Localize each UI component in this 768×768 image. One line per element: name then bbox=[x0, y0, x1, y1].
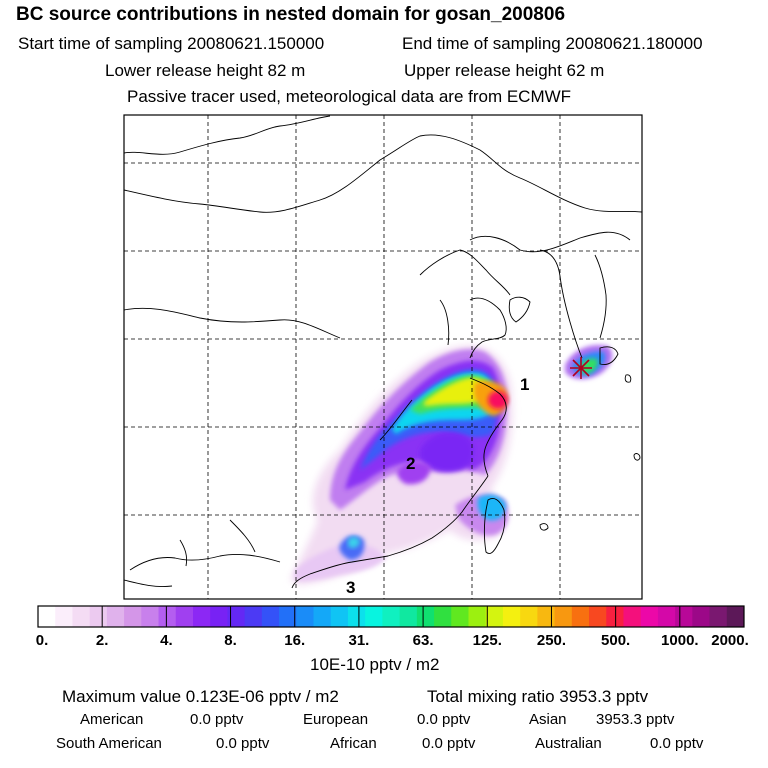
colorbar-swatch bbox=[640, 606, 659, 627]
colorbar-swatch bbox=[571, 606, 590, 627]
colorbar-swatch bbox=[296, 606, 315, 627]
colorbar-swatch bbox=[330, 606, 349, 627]
plot-title: BC source contributions in nested domain… bbox=[16, 4, 566, 25]
colorbar-swatch bbox=[313, 606, 332, 627]
stat-european-name: European bbox=[303, 711, 369, 728]
colorbar-unit: 10E-10 pptv / m2 bbox=[310, 655, 440, 674]
colorbar-swatch bbox=[382, 606, 401, 627]
colorbar-swatch bbox=[589, 606, 607, 627]
colorbar-tick-label: 125. bbox=[472, 632, 502, 649]
stat-southamerican-name: South American bbox=[56, 735, 162, 752]
lower-release-label: Lower release height 82 m bbox=[105, 61, 306, 80]
colorbar-tick-label: 250. bbox=[536, 632, 567, 649]
colorbar-swatch bbox=[38, 606, 56, 627]
region-label-2: 2 bbox=[406, 454, 415, 473]
colorbar-swatch bbox=[623, 606, 642, 627]
receptor-star bbox=[570, 357, 592, 379]
colorbar-tick-label: 31. bbox=[348, 632, 370, 649]
region-label-1: 1 bbox=[520, 375, 529, 394]
colorbar-swatch bbox=[416, 606, 435, 627]
colorbar-swatch bbox=[55, 606, 73, 627]
colorbar-swatch bbox=[657, 606, 676, 627]
colorbar-swatch bbox=[227, 606, 246, 627]
colorbar-swatch bbox=[434, 606, 452, 627]
stat-southamerican-value: 0.0 pptv bbox=[216, 735, 270, 752]
colorbar-swatch bbox=[158, 606, 177, 627]
colorbar-swatch bbox=[709, 606, 728, 627]
colorbar-swatch bbox=[726, 606, 745, 627]
stat-australian-value: 0.0 pptv bbox=[650, 735, 704, 752]
colorbar-tick-label: 4. bbox=[160, 632, 173, 649]
stat-african-value: 0.0 pptv bbox=[422, 735, 476, 752]
colorbar-swatch bbox=[606, 606, 624, 627]
colorbar-swatch bbox=[261, 606, 280, 627]
colorbar-swatch bbox=[124, 606, 142, 627]
colorbar bbox=[37, 605, 745, 628]
colorbar-tick-label: 500. bbox=[601, 632, 631, 649]
colorbar-border bbox=[37, 605, 745, 628]
colorbar-swatch bbox=[675, 606, 693, 627]
stat-american-name: American bbox=[80, 711, 144, 728]
colorbar-swatch bbox=[244, 606, 263, 627]
colorbar-swatch bbox=[175, 606, 194, 627]
colorbar-tick-label: 16. bbox=[284, 632, 306, 649]
coastlines bbox=[124, 115, 642, 589]
colorbar-swatch bbox=[399, 606, 418, 627]
map-frame bbox=[123, 114, 643, 600]
colorbar-tick-label: 2000. bbox=[711, 632, 749, 649]
end-time-label: End time of sampling 20080621.180000 bbox=[402, 34, 703, 53]
colorbar-swatch bbox=[89, 606, 108, 627]
colorbar-tick-label: 8. bbox=[224, 632, 237, 649]
region-label-3: 3 bbox=[346, 578, 355, 597]
stat-asian-name: Asian bbox=[529, 711, 567, 728]
start-time-label: Start time of sampling 20080621.150000 bbox=[18, 34, 325, 53]
colorbar-swatch bbox=[468, 606, 487, 627]
model-note: Passive tracer used, meteorological data… bbox=[127, 87, 572, 106]
colorbar-tick-label: 63. bbox=[412, 632, 434, 649]
colorbar-swatch bbox=[554, 606, 573, 627]
total-mixing-label: Total mixing ratio 3953.3 pptv bbox=[427, 687, 649, 706]
colorbar-swatch bbox=[451, 606, 469, 627]
upper-release-label: Upper release height 62 m bbox=[404, 61, 605, 80]
stat-american-value: 0.0 pptv bbox=[190, 711, 244, 728]
stat-asian-value: 3953.3 pptv bbox=[596, 711, 675, 728]
colorbar-swatch bbox=[692, 606, 711, 627]
max-value-label: Maximum value 0.123E-06 pptv / m2 bbox=[62, 687, 339, 706]
colorbar-tick-label: 2. bbox=[95, 632, 109, 649]
grid-lines bbox=[124, 115, 642, 599]
colorbar-swatch bbox=[502, 606, 521, 627]
colorbar-tick-label: 1000. bbox=[661, 632, 699, 649]
stat-european-value: 0.0 pptv bbox=[417, 711, 471, 728]
colorbar-swatch bbox=[279, 606, 297, 627]
stat-australian-name: Australian bbox=[535, 735, 602, 752]
colorbar-swatch bbox=[520, 606, 538, 627]
colorbar-swatch bbox=[106, 606, 125, 627]
colorbar-swatch bbox=[485, 606, 504, 627]
colorbar-swatch bbox=[72, 606, 91, 627]
stat-african-name: African bbox=[330, 735, 377, 752]
colorbar-swatch bbox=[192, 606, 211, 627]
colorbar-swatch bbox=[347, 606, 366, 627]
colorbar-swatch bbox=[537, 606, 556, 627]
colorbar-swatch bbox=[210, 606, 228, 627]
colorbar-swatch bbox=[141, 606, 160, 627]
colorbar-tick-label: 0. bbox=[35, 632, 49, 649]
colorbar-swatch bbox=[365, 606, 383, 627]
